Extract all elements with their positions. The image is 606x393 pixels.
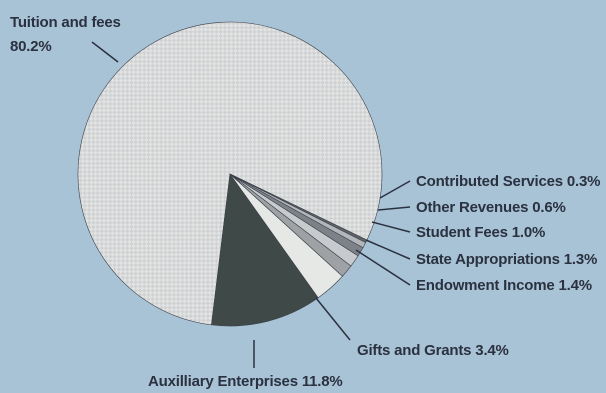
slice-label-student-fees: Student Fees 1.0% <box>416 224 545 241</box>
slice-percent: 1.3% <box>564 251 597 268</box>
slice-percent: 1.0% <box>512 224 545 241</box>
slice-label-contributed: Contributed Services 0.3% <box>416 173 600 190</box>
slice-name: Endowment Income <box>416 277 554 294</box>
leader-line-contributed <box>379 180 411 199</box>
slice-name: Other Revenues <box>416 199 528 216</box>
svg-text:Other Revenues 0.6%: Other Revenues 0.6% <box>416 199 566 216</box>
slice-name: Gifts and Grants <box>357 342 471 359</box>
svg-text:Auxilliary Enterprises: Auxilliary Enterprises 11.8% <box>148 373 343 390</box>
slice-label-state: State Appropriations 1.3% <box>416 251 597 268</box>
slice-percent: 80.2% <box>10 38 52 55</box>
slice-name: Contributed Services <box>416 173 563 190</box>
leader-line-tuition <box>91 41 119 63</box>
slice-label-other: Other Revenues 0.6% <box>416 199 566 216</box>
slice-name: State Appropriations <box>416 251 560 268</box>
slice-percent: 11.8% <box>302 373 343 390</box>
svg-text:Endowment Income 1.4%: Endowment Income 1.4% <box>416 277 592 294</box>
slice-percent: 0.6% <box>532 199 565 216</box>
slice-label-tuition: Tuition and fees 80.2% <box>10 14 121 55</box>
slice-percent: 3.4% <box>475 342 508 359</box>
slice-percent: 1.4% <box>558 277 591 294</box>
leader-line-other <box>377 206 411 211</box>
slice-name: Tuition and fees <box>10 14 121 31</box>
svg-text:State Appropriations 1: State Appropriations 1.3% <box>416 251 597 268</box>
pie-slice-auxilliary <box>211 173 319 327</box>
leader-lines <box>91 41 411 368</box>
svg-text:Gifts and Grants 3.4%: Gifts and Grants 3.4% <box>357 342 509 359</box>
slice-name: Auxilliary Enterprises <box>148 373 298 390</box>
leader-line-student-fees <box>371 221 411 233</box>
pie-slices <box>77 21 383 327</box>
svg-text:Contributed Services 0: Contributed Services 0.3% <box>416 173 600 190</box>
pie-slice-tuition <box>77 21 383 326</box>
slice-label-gifts: Gifts and Grants 3.4% <box>357 342 509 359</box>
leader-line-gifts <box>315 297 351 341</box>
slice-label-endowment: Endowment Income 1.4% <box>416 277 592 294</box>
svg-text:Student Fees 1.0%: Student Fees 1.0% <box>416 224 545 241</box>
slice-name: Student Fees <box>416 224 508 241</box>
leader-line-endowment <box>355 249 411 286</box>
slice-label-auxilliary: Auxilliary Enterprises 11.8% <box>148 373 343 390</box>
leader-line-state <box>365 239 411 260</box>
slice-percent: 0.3% <box>567 173 600 190</box>
